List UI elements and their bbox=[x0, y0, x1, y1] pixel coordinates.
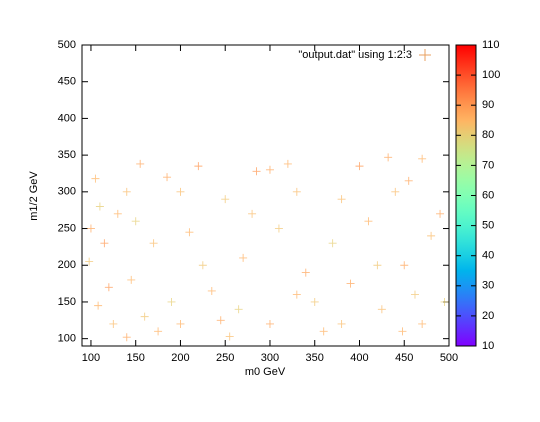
point bbox=[301, 268, 310, 277]
point bbox=[337, 319, 346, 328]
legend-sample bbox=[419, 49, 431, 61]
point bbox=[319, 327, 328, 336]
y-tick-label: 150 bbox=[58, 296, 76, 308]
point bbox=[154, 327, 163, 336]
point bbox=[95, 202, 104, 211]
point bbox=[127, 275, 136, 284]
point bbox=[122, 187, 131, 196]
y-tick-label: 300 bbox=[58, 186, 76, 198]
point bbox=[418, 154, 427, 163]
point bbox=[252, 167, 261, 176]
point bbox=[225, 332, 234, 341]
point bbox=[185, 228, 194, 237]
colorbar-tick-label: 40 bbox=[482, 250, 494, 262]
y-tick-label: 200 bbox=[58, 259, 76, 271]
point bbox=[176, 187, 185, 196]
point bbox=[248, 209, 257, 218]
point bbox=[86, 224, 95, 233]
point bbox=[328, 239, 337, 248]
point bbox=[364, 217, 373, 226]
colorbar-tick-label: 50 bbox=[482, 220, 494, 232]
point bbox=[136, 159, 145, 168]
point bbox=[283, 159, 292, 168]
point bbox=[391, 187, 400, 196]
y-tick-label: 250 bbox=[58, 222, 76, 234]
y-tick-label: 350 bbox=[58, 149, 76, 161]
point bbox=[440, 297, 449, 306]
x-tick-label: 400 bbox=[350, 352, 368, 364]
x-tick-label: 200 bbox=[171, 352, 189, 364]
y-tick-label: 450 bbox=[58, 76, 76, 88]
point bbox=[377, 305, 386, 314]
point bbox=[104, 283, 113, 292]
y-tick-label: 100 bbox=[58, 333, 76, 345]
legend-label: "output.dat" using 1:2:3 bbox=[298, 49, 412, 61]
colorbar-tick-label: 70 bbox=[482, 159, 494, 171]
point bbox=[85, 257, 94, 266]
point bbox=[292, 290, 301, 299]
point bbox=[109, 319, 118, 328]
point bbox=[198, 261, 207, 270]
x-tick-label: 150 bbox=[127, 352, 145, 364]
point bbox=[140, 312, 149, 321]
point bbox=[113, 209, 122, 218]
x-axis-label: m0 GeV bbox=[245, 366, 286, 378]
point bbox=[239, 253, 248, 262]
point bbox=[100, 239, 109, 248]
point bbox=[163, 173, 172, 182]
point bbox=[131, 217, 140, 226]
point bbox=[216, 316, 225, 325]
point bbox=[207, 286, 216, 295]
colorbar-tick-label: 10 bbox=[482, 340, 494, 352]
colorbar-tick-label: 90 bbox=[482, 99, 494, 111]
colorbar-tick-label: 60 bbox=[482, 189, 494, 201]
point bbox=[167, 297, 176, 306]
y-tick-label: 400 bbox=[58, 112, 76, 124]
point bbox=[221, 195, 230, 204]
colorbar-tick-label: 30 bbox=[482, 280, 494, 292]
colorbar-tick-label: 80 bbox=[482, 129, 494, 141]
point bbox=[398, 327, 407, 336]
point bbox=[274, 224, 283, 233]
point bbox=[265, 319, 274, 328]
point bbox=[355, 162, 364, 171]
point bbox=[194, 162, 203, 171]
point bbox=[310, 297, 319, 306]
point bbox=[94, 301, 103, 310]
colorbar-tick-label: 100 bbox=[482, 69, 500, 81]
point bbox=[427, 231, 436, 240]
point bbox=[418, 319, 427, 328]
point bbox=[176, 319, 185, 328]
point bbox=[404, 176, 413, 185]
point bbox=[149, 239, 158, 248]
x-tick-label: 250 bbox=[216, 352, 234, 364]
x-tick-label: 300 bbox=[261, 352, 279, 364]
point bbox=[234, 305, 243, 314]
point bbox=[410, 290, 419, 299]
colorbar-tick-label: 20 bbox=[482, 310, 494, 322]
point bbox=[91, 174, 100, 183]
point bbox=[400, 261, 409, 270]
x-tick-label: 100 bbox=[82, 352, 100, 364]
y-axis-label: m1/2 GeV bbox=[28, 171, 40, 221]
y-tick-label: 500 bbox=[58, 39, 76, 51]
plot-frame bbox=[81, 44, 450, 347]
x-tick-label: 350 bbox=[306, 352, 324, 364]
point bbox=[337, 195, 346, 204]
point bbox=[384, 153, 393, 162]
point bbox=[122, 333, 131, 342]
point bbox=[373, 261, 382, 270]
point bbox=[265, 165, 274, 174]
point bbox=[292, 187, 301, 196]
point bbox=[436, 209, 445, 218]
colorbar-tick-label: 110 bbox=[482, 39, 500, 51]
x-tick-label: 500 bbox=[440, 352, 458, 364]
x-tick-label: 450 bbox=[395, 352, 413, 364]
point bbox=[346, 279, 355, 288]
